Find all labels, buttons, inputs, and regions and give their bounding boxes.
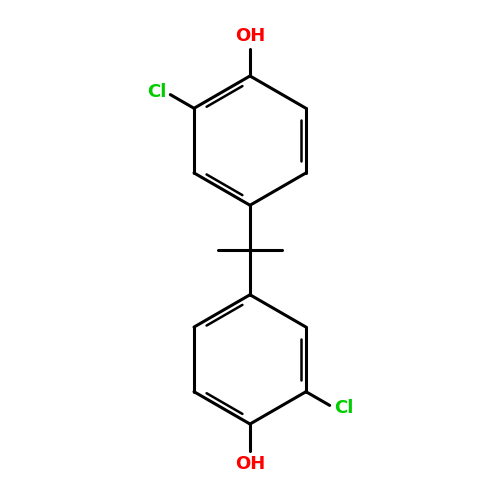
Text: Cl: Cl <box>147 83 167 101</box>
Text: OH: OH <box>235 26 265 44</box>
Text: OH: OH <box>235 456 265 473</box>
Text: Cl: Cl <box>334 399 353 417</box>
